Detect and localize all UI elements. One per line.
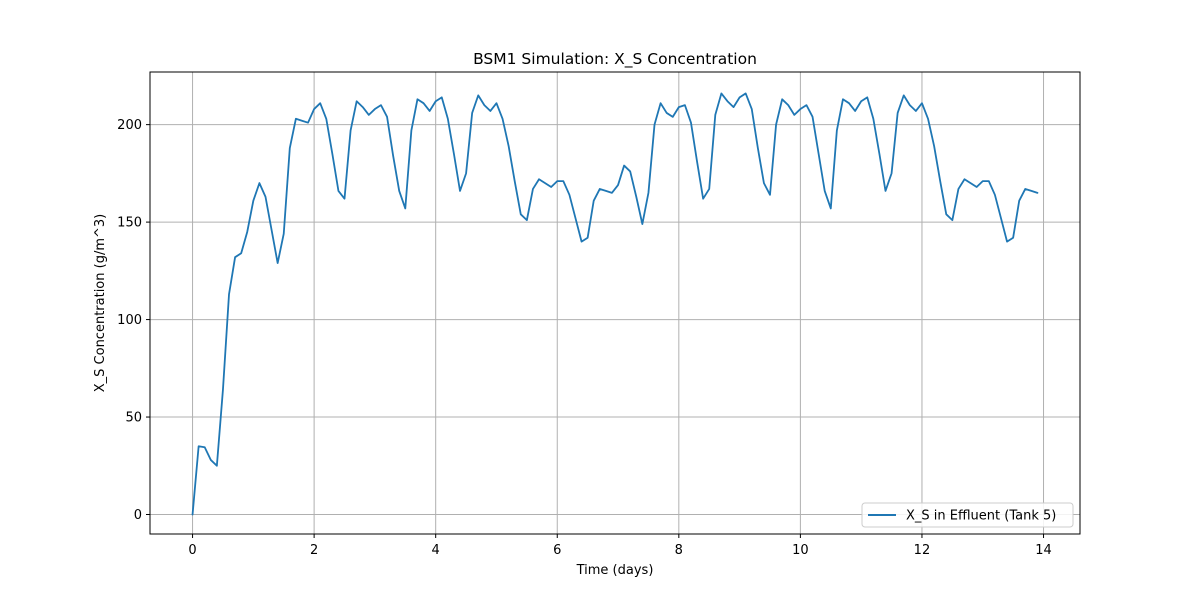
legend-label: X_S in Effluent (Tank 5): [906, 509, 1056, 524]
chart-title: BSM1 Simulation: X_S Concentration: [473, 50, 757, 69]
x-tick-label: 0: [188, 543, 196, 558]
y-tick-label: 50: [125, 411, 142, 426]
plot-frame: [149, 71, 1081, 535]
x-axis: 0 2 4 6 8 10 12 14: [188, 534, 1052, 558]
y-tick-label: 0: [134, 508, 142, 523]
x-tick-label: 8: [675, 543, 683, 558]
x-tick-label: 12: [914, 543, 931, 558]
x-tick-label: 10: [792, 543, 809, 558]
legend: X_S in Effluent (Tank 5): [861, 502, 1074, 528]
y-axis: 0 50 100 150 200: [117, 118, 150, 523]
y-axis-label: X_S Concentration (g/m^3): [93, 214, 108, 393]
grid: [150, 72, 1080, 534]
series-layer: [191, 92, 1039, 516]
x-tick-label: 14: [1035, 543, 1052, 558]
y-tick-label: 150: [117, 216, 142, 231]
y-tick-label: 100: [117, 313, 142, 328]
x-axis-label: Time (days): [576, 563, 654, 578]
x-tick-label: 4: [432, 543, 440, 558]
y-tick-label: 200: [117, 118, 142, 133]
legend-box: [861, 502, 1074, 528]
x-tick-label: 6: [553, 543, 561, 558]
series-line: [191, 92, 1039, 516]
x-tick-label: 2: [310, 543, 318, 558]
